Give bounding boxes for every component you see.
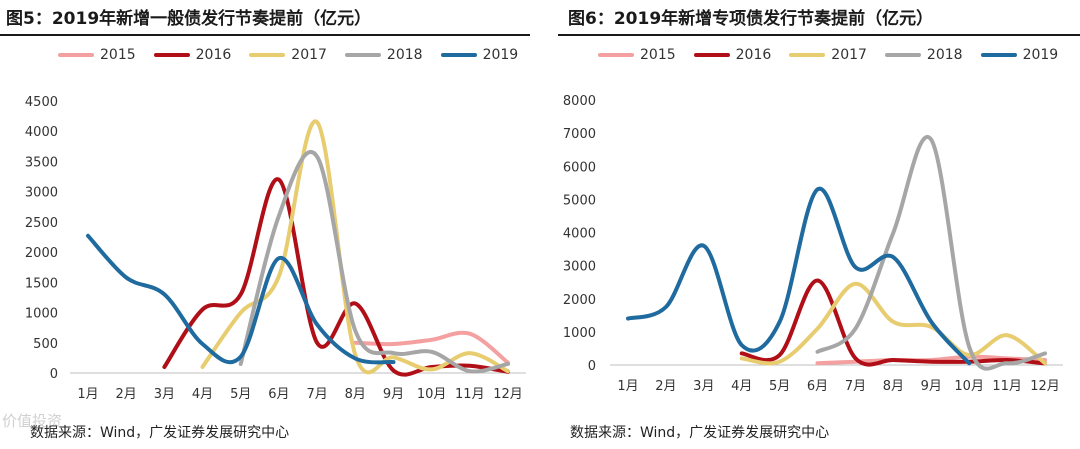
y-tick-label: 3000: [563, 260, 596, 275]
x-tick-label: 7月: [845, 379, 866, 394]
legend-label: 2019: [1022, 47, 1059, 63]
legend-item-2018: 2018: [344, 45, 423, 65]
legend-label: 2016: [735, 47, 772, 63]
y-tick-label: 0: [588, 359, 596, 374]
y-tick-label: 2500: [25, 216, 58, 231]
legend-swatch: [58, 53, 94, 57]
x-tick-label: 9月: [383, 387, 404, 402]
x-tick-label: 4月: [192, 387, 213, 402]
y-tick-label: 8000: [563, 94, 596, 109]
line-chart-general-bond: 0 500 1000 1500 2000 2500 3000 3500 4000 4500 1月 2月…: [25, 95, 526, 402]
y-tick-label: 4000: [563, 227, 596, 242]
title-bar: 图5：2019年新增一般债发行节奏提前（亿元）: [0, 0, 530, 36]
x-tick-label: 5月: [769, 379, 790, 394]
chart-title: 图5：2019年新增一般债发行节奏提前（亿元）: [6, 9, 372, 29]
legend-item-2017: 2017: [789, 45, 867, 65]
legend-swatch: [440, 53, 477, 57]
legend-swatch: [598, 53, 634, 57]
x-tick-label: 6月: [268, 387, 289, 402]
legend-swatch: [884, 53, 921, 57]
y-tick-label: 1000: [563, 326, 596, 341]
legend-label: 2018: [386, 47, 423, 63]
x-tick-label: 2月: [116, 387, 137, 402]
y-tick-label: 6000: [563, 160, 596, 175]
series-line-2017: [739, 281, 1047, 366]
legend-item-2018: 2018: [884, 45, 963, 65]
chart-title: 图6：2019年新增专项债发行节奏提前（亿元）: [568, 9, 934, 29]
series-line-2016: [739, 278, 1047, 367]
x-tick-label: 8月: [883, 379, 904, 394]
x-tick-label: 8月: [345, 387, 366, 402]
y-tick-label: 3000: [25, 186, 58, 201]
legend-swatch: [789, 53, 826, 57]
legend-swatch: [693, 53, 730, 57]
legend-item-2019: 2019: [440, 45, 519, 65]
legend-item-2016: 2016: [153, 45, 232, 65]
x-tick-label: 11月: [992, 379, 1022, 394]
y-tick-label: 4000: [25, 125, 58, 140]
x-tick-label: 7月: [306, 387, 327, 402]
legend-swatch: [344, 53, 381, 57]
x-tick-label: 2月: [655, 379, 676, 394]
chart-legend: 2015 2016 2017 2018 2019: [58, 45, 518, 65]
y-tick-label: 1500: [25, 276, 58, 291]
source-note: 数据来源：Wind，广发证券发展研究中心: [30, 425, 290, 441]
legend-label: 2018: [926, 47, 963, 63]
x-tick-label: 12月: [1030, 379, 1060, 394]
line-chart-special-bond: 0 1000 2000 3000 4000 5000 6000 7000 8000 1月 2月 3月 4…: [563, 94, 1063, 394]
x-tick-label: 10月: [954, 379, 984, 394]
y-tick-label: 5000: [563, 193, 596, 208]
x-tick-label: 1月: [617, 379, 638, 394]
y-tick-label: 1000: [25, 307, 58, 322]
legend-label: 2019: [482, 47, 519, 63]
legend-swatch: [153, 53, 190, 57]
legend-swatch: [249, 53, 286, 57]
x-tick-label: 12月: [493, 387, 523, 402]
y-tick-label: 2000: [563, 293, 596, 308]
y-tick-label: 500: [33, 337, 58, 352]
source-note: 数据来源：Wind，广发证券发展研究中心: [570, 425, 830, 441]
watermark: 价值投资: [2, 412, 63, 430]
legend-item-2017: 2017: [249, 45, 327, 65]
y-tick-label: 7000: [563, 127, 596, 142]
chart-panel-special-bond: 图6：2019年新增专项债发行节奏提前（亿元） 2015 2016 2017 2…: [558, 0, 1080, 449]
x-tick-label: 6月: [807, 379, 828, 394]
legend-label: 2016: [195, 47, 232, 63]
x-tick-label: 5月: [230, 387, 251, 402]
legend-label: 2017: [831, 47, 867, 63]
x-tick-label: 3月: [693, 379, 714, 394]
y-tick-label: 4500: [25, 95, 58, 110]
series-line-2019: [626, 186, 972, 366]
legend-label: 2015: [100, 47, 136, 63]
x-tick-label: 11月: [455, 387, 485, 402]
chart-panel-general-bond: 图5：2019年新增一般债发行节奏提前（亿元） 2015 2016 2017 2…: [0, 0, 530, 449]
legend-label: 2017: [291, 47, 327, 63]
chart-legend: 2015 2016 2017 2018 2019: [598, 45, 1058, 65]
y-tick-label: 3500: [25, 155, 58, 170]
legend-item-2015: 2015: [598, 45, 676, 65]
legend-item-2016: 2016: [693, 45, 772, 65]
legend-item-2015: 2015: [58, 45, 136, 65]
title-bar: 图6：2019年新增专项债发行节奏提前（亿元）: [558, 0, 1080, 36]
x-tick-label: 4月: [731, 379, 752, 394]
x-tick-label: 3月: [154, 387, 175, 402]
series-line-2018: [815, 135, 1047, 371]
series-line-2019: [86, 233, 396, 365]
legend-item-2019: 2019: [980, 45, 1059, 65]
legend-swatch: [980, 53, 1017, 57]
y-tick-label: 2000: [25, 246, 58, 261]
legend-label: 2015: [640, 47, 676, 63]
series-line-2015: [353, 330, 510, 365]
x-tick-label: 9月: [921, 379, 942, 394]
y-tick-label: 0: [50, 367, 58, 382]
x-tick-label: 10月: [417, 387, 447, 402]
series-line-2018: [238, 149, 510, 374]
x-tick-label: 1月: [77, 387, 98, 402]
